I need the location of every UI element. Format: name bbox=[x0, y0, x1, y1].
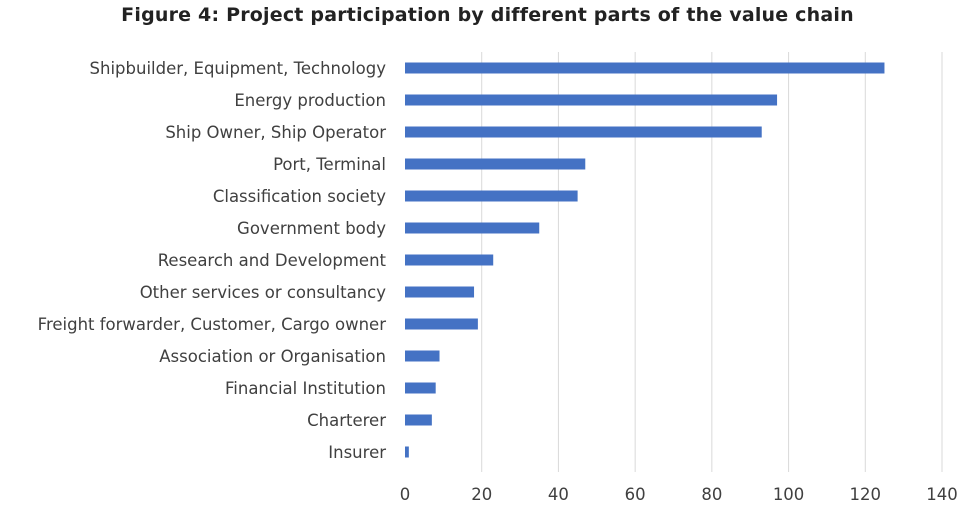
category-label-9: Association or Organisation bbox=[159, 347, 386, 366]
x-tick-label-20: 20 bbox=[471, 485, 492, 504]
x-tick-label-140: 140 bbox=[926, 485, 958, 504]
category-label-1: Energy production bbox=[234, 91, 386, 110]
category-label-8: Freight forwarder, Customer, Cargo owner bbox=[38, 315, 387, 334]
category-label-10: Financial Institution bbox=[225, 379, 386, 398]
category-label-2: Ship Owner, Ship Operator bbox=[165, 123, 386, 142]
x-tick-label-60: 60 bbox=[625, 485, 646, 504]
bar-0 bbox=[405, 62, 885, 74]
category-label-6: Research and Development bbox=[158, 251, 387, 270]
bar-6 bbox=[405, 254, 494, 266]
bar-9 bbox=[405, 350, 440, 362]
bar-12 bbox=[405, 446, 409, 458]
bar-1 bbox=[405, 94, 778, 106]
category-label-7: Other services or consultancy bbox=[140, 283, 387, 302]
bar-10 bbox=[405, 382, 436, 394]
category-label-4: Classification society bbox=[213, 187, 386, 206]
chart-title: Figure 4: Project participation by diffe… bbox=[121, 4, 854, 26]
bar-2 bbox=[405, 126, 762, 138]
x-tick-label-40: 40 bbox=[548, 485, 569, 504]
bar-8 bbox=[405, 318, 478, 330]
x-tick-label-120: 120 bbox=[850, 485, 882, 504]
category-label-5: Government body bbox=[237, 219, 386, 238]
x-tick-label-0: 0 bbox=[400, 485, 411, 504]
x-tick-label-80: 80 bbox=[701, 485, 722, 504]
bar-5 bbox=[405, 222, 540, 234]
x-tick-label-100: 100 bbox=[773, 485, 805, 504]
bar-11 bbox=[405, 414, 432, 426]
bar-3 bbox=[405, 158, 586, 170]
bar-7 bbox=[405, 286, 475, 298]
category-label-12: Insurer bbox=[328, 443, 386, 462]
bar-4 bbox=[405, 190, 578, 202]
category-label-11: Charterer bbox=[307, 411, 386, 430]
category-label-0: Shipbuilder, Equipment, Technology bbox=[90, 59, 387, 78]
category-label-3: Port, Terminal bbox=[273, 155, 386, 174]
